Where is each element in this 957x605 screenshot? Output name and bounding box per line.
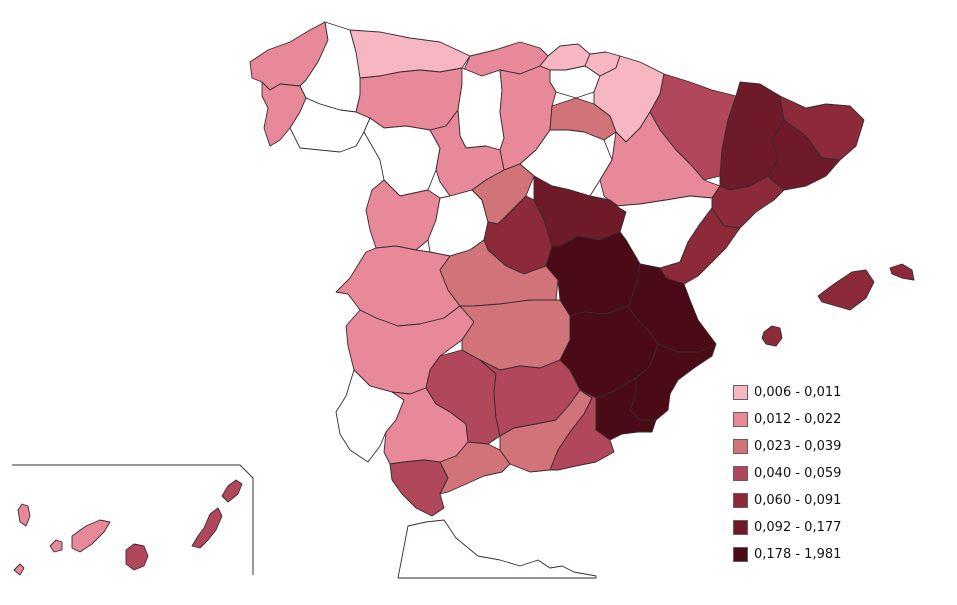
region-el-hierro: El Hierro bbox=[13, 563, 25, 576]
region-barcelona: Barcelona bbox=[767, 119, 841, 191]
region-almeria: Almería bbox=[549, 389, 615, 471]
legend-item: 0,092 - 0,177 bbox=[733, 514, 933, 541]
legend-item: 0,040 - 0,059 bbox=[733, 460, 933, 487]
legend-label: 0,006 - 0,011 bbox=[754, 385, 842, 400]
legend-label: 0,012 - 0,022 bbox=[754, 412, 842, 427]
legend-item: 0,060 - 0,091 bbox=[733, 487, 933, 514]
region-la-gomera: La Gomera bbox=[49, 539, 63, 553]
region-morocco: Morocco bbox=[397, 519, 597, 579]
legend-swatch bbox=[733, 520, 748, 535]
region-zamora: Zamora bbox=[363, 117, 441, 197]
legend-swatch bbox=[733, 439, 748, 454]
region-mallorca: Mallorca bbox=[817, 269, 875, 311]
legend-label: 0,178 - 1,981 bbox=[754, 547, 842, 562]
region-caceres: Cáceres bbox=[335, 245, 461, 327]
region-gran-canaria: Gran Canaria bbox=[125, 543, 149, 571]
region-palencia: Palencia bbox=[457, 67, 505, 151]
region-araba: Araba bbox=[549, 65, 601, 99]
legend-item: 0,023 - 0,039 bbox=[733, 433, 933, 460]
legend-swatch bbox=[733, 493, 748, 508]
legend-label: 0,040 - 0,059 bbox=[754, 466, 842, 481]
legend-item: 0,012 - 0,022 bbox=[733, 406, 933, 433]
region-ibiza: Ibiza bbox=[761, 325, 783, 347]
legend-swatch bbox=[733, 547, 748, 562]
canary-inset-frame bbox=[12, 464, 254, 575]
region-toledo: Toledo bbox=[439, 239, 559, 307]
region-fuerteventura: Fuerteventura bbox=[191, 507, 223, 549]
legend-label: 0,092 - 0,177 bbox=[754, 520, 842, 535]
legend: 0,006 - 0,011 0,012 - 0,022 0,023 - 0,03… bbox=[733, 379, 933, 568]
legend-swatch bbox=[733, 385, 748, 400]
region-cadiz: Cádiz bbox=[389, 459, 449, 517]
region-menorca: Menorca bbox=[889, 263, 915, 281]
legend-swatch bbox=[733, 466, 748, 481]
legend-label: 0,023 - 0,039 bbox=[754, 439, 842, 454]
legend-label: 0,060 - 0,091 bbox=[754, 493, 842, 508]
region-lanzarote: Lanzarote bbox=[221, 479, 243, 503]
region-malaga: Málaga bbox=[439, 441, 511, 495]
legend-item: 0,006 - 0,011 bbox=[733, 379, 933, 406]
legend-swatch bbox=[733, 412, 748, 427]
legend-item: 0,178 - 1,981 bbox=[733, 541, 933, 568]
region-la-palma: La Palma bbox=[17, 503, 31, 527]
region-tenerife: Tenerife bbox=[71, 519, 111, 553]
